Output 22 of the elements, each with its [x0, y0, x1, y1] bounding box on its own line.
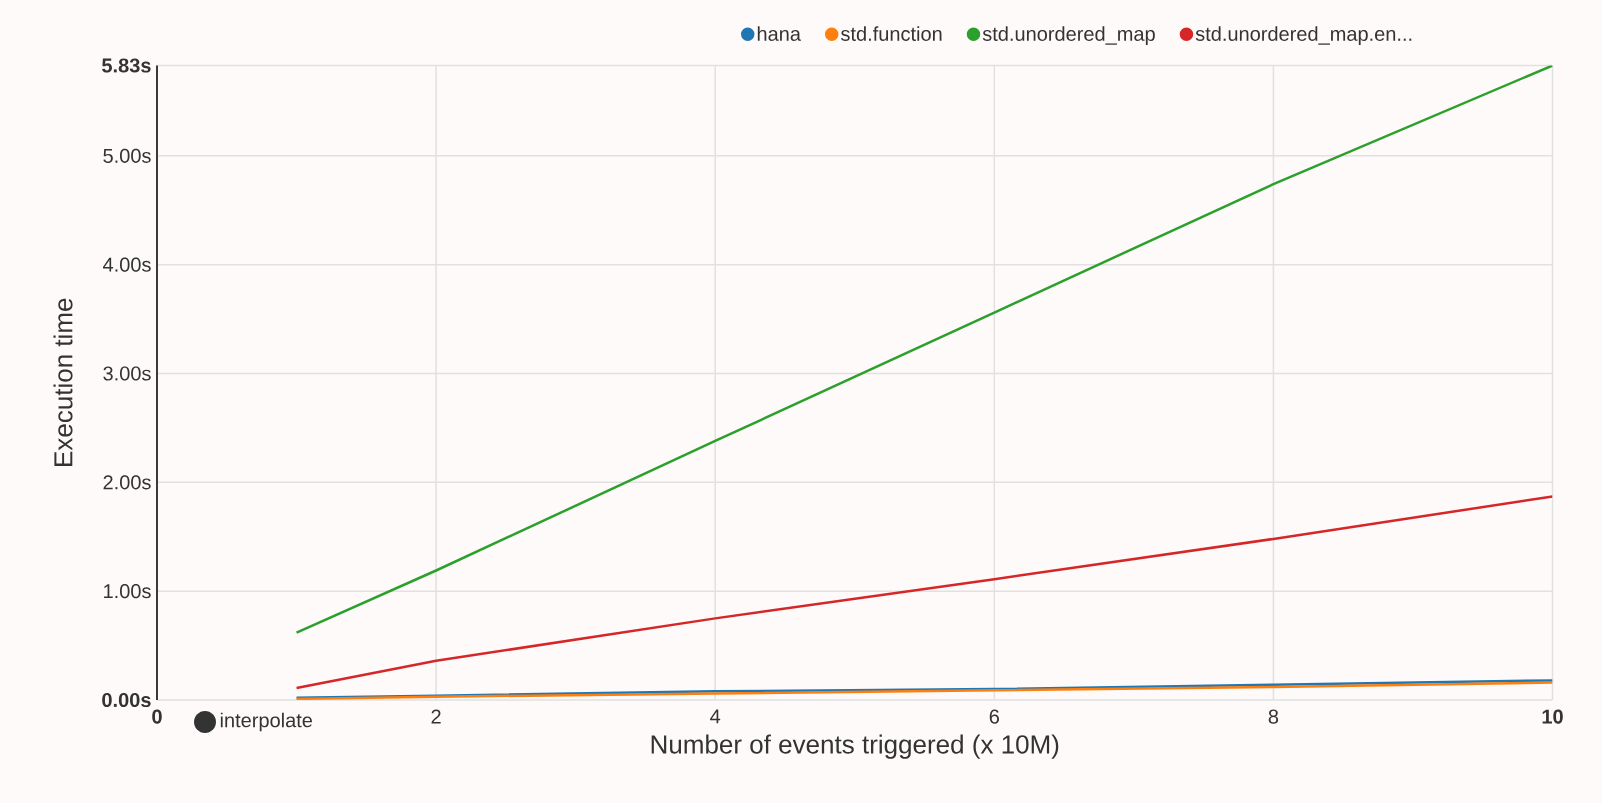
y-tick-label: 5.00s [103, 148, 151, 163]
line-series [295, 495, 1553, 690]
y-tick-label: 1.00s [104, 584, 151, 599]
y-tick-label: 0.00s [102, 692, 151, 708]
y-tick-label: 4.00s [103, 257, 151, 272]
x-tick-label: 10 [1542, 709, 1563, 724]
legend-label: std.unordered_map [982, 26, 1155, 45]
line-series [295, 65, 1553, 634]
x-tick-label: 4 [710, 709, 721, 724]
x-tick-label: 8 [1268, 709, 1279, 724]
legend-label: hana [757, 26, 801, 41]
y-tick-label: 5.83s [102, 58, 151, 73]
legend-label: std.function [841, 26, 942, 41]
x-tick-label: 0 [152, 709, 162, 724]
y-axis-title: Execution time [53, 298, 73, 466]
y-tick-label: 2.00s [103, 475, 151, 490]
x-tick-label: 6 [989, 709, 999, 724]
x-tick-label: 2 [431, 709, 441, 724]
text: interpolate [220, 712, 313, 732]
x-axis-title: Number of events triggered (x 10M) [651, 734, 1059, 759]
y-tick-label: 3.00s [103, 366, 151, 381]
legend-label: std.unordered_map.en... [1195, 26, 1412, 45]
